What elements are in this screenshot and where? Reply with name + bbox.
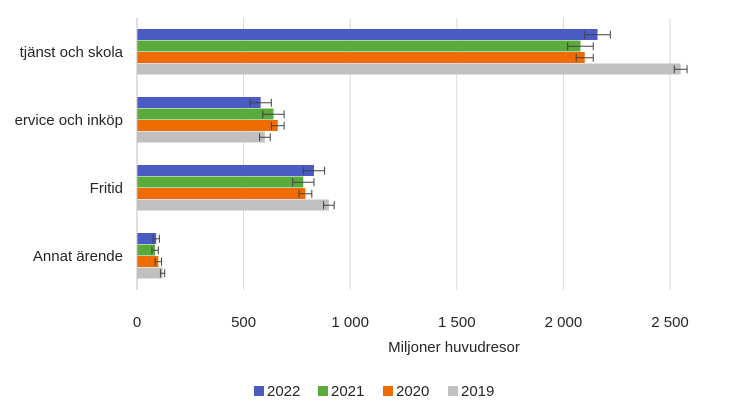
error-bar-2019-ervice-och-ink-p	[259, 133, 271, 142]
legend-item-2019: 2019	[448, 383, 494, 400]
error-bar-2020-annat-rende	[154, 257, 163, 266]
legend-item-2021: 2021	[318, 383, 364, 400]
bar-2022-annat-rende	[137, 233, 157, 244]
bar-2019-annat-rende	[137, 267, 163, 279]
x-axis-title: Miljoner huvudresor	[388, 339, 520, 356]
error-bar-2022-annat-rende	[152, 234, 160, 243]
legend-swatch-2021	[318, 386, 328, 396]
error-bar-2019-tj-nst-och-skola	[673, 65, 688, 74]
legend-item-2020: 2020	[383, 383, 429, 400]
category-label-tj-nst-och-skola: tjänst och skola	[20, 44, 124, 61]
x-tick-label-2000: 2 000	[545, 314, 583, 331]
error-bar-2021-fritid	[292, 178, 315, 187]
bar-2021-fritid	[137, 176, 304, 188]
legend-swatch-2020	[383, 386, 393, 396]
x-tick-label-2500: 2 500	[651, 314, 689, 331]
error-bar-2019-fritid	[323, 201, 335, 210]
bar-2019-fritid	[137, 199, 329, 211]
error-bar-2022-ervice-och-ink-p	[249, 98, 272, 107]
legend-label-2021: 2021	[331, 383, 364, 400]
bar-2020-tj-nst-och-skola	[137, 52, 585, 63]
error-bar-2021-annat-rende	[151, 246, 159, 255]
x-tick-label-1000: 1 000	[331, 314, 369, 331]
legend: 2022 2021 2020 2019	[254, 383, 494, 400]
error-bars	[151, 30, 688, 278]
gridlines	[243, 18, 671, 290]
bar-2021-ervice-och-ink-p	[137, 108, 274, 120]
x-tick-label-1500: 1 500	[438, 314, 476, 331]
category-label-fritid: Fritid	[90, 180, 123, 197]
error-bar-2022-tj-nst-och-skola	[584, 30, 611, 39]
category-label-annat-rende: Annat ärende	[33, 248, 123, 265]
category-labels: tjänst och skola ervice och inköp Fritid An…	[15, 44, 124, 265]
error-bar-2021-ervice-och-ink-p	[262, 110, 285, 119]
legend-label-2020: 2020	[396, 383, 429, 400]
category-label-ervice-och-ink-p: ervice och inköp	[15, 112, 123, 129]
bar-2022-fritid	[137, 165, 314, 176]
legend-label-2022: 2022	[267, 383, 300, 400]
legend-label-2019: 2019	[461, 383, 494, 400]
bar-2019-ervice-och-ink-p	[137, 131, 265, 143]
legend-item-2022: 2022	[254, 383, 300, 400]
error-bar-2021-tj-nst-och-skola	[567, 42, 594, 51]
x-tick-labels: 0 500 1 000 1 500 2 000 2 500	[133, 314, 689, 331]
bar-2020-fritid	[137, 188, 306, 199]
legend-swatch-2022	[254, 386, 264, 396]
error-bar-2022-fritid	[302, 166, 326, 175]
x-tick-label-0: 0	[133, 314, 141, 331]
error-bar-2020-ervice-och-ink-p	[270, 121, 285, 130]
error-bar-2019-annat-rende	[159, 269, 166, 278]
error-bar-2020-fritid	[298, 189, 313, 198]
bar-2020-annat-rende	[137, 256, 159, 267]
error-bar-2020-tj-nst-och-skola	[575, 53, 594, 62]
bar-2021-annat-rende	[137, 244, 156, 256]
bar-2020-ervice-och-ink-p	[137, 120, 278, 131]
bar-2022-ervice-och-ink-p	[137, 97, 261, 108]
bar-2019-tj-nst-och-skola	[137, 63, 681, 75]
bars	[137, 29, 681, 279]
bar-2021-tj-nst-och-skola	[137, 40, 581, 52]
bar-2022-tj-nst-och-skola	[137, 29, 598, 40]
x-tick-label-500: 500	[231, 314, 256, 331]
legend-swatch-2019	[448, 386, 458, 396]
